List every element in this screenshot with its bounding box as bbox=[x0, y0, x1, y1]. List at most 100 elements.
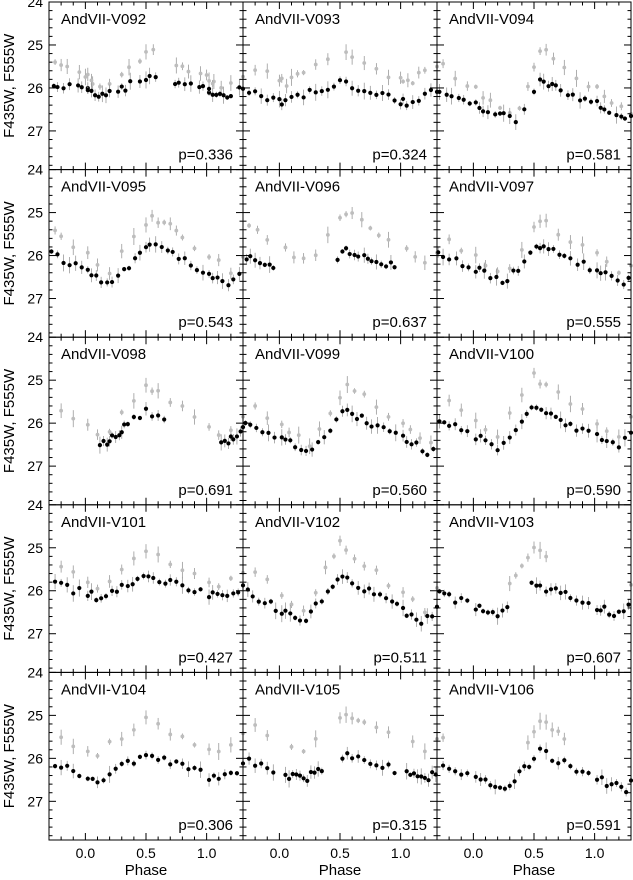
f435w-point bbox=[216, 749, 221, 754]
period-label: p=0.306 bbox=[178, 817, 233, 834]
f435w-point bbox=[338, 538, 342, 543]
star-name: AndVII-V106 bbox=[449, 681, 534, 698]
y-tick-label: 25 bbox=[27, 540, 43, 556]
f555w-point bbox=[371, 592, 377, 597]
panel: AndVII-V094 p=0.581 bbox=[436, 1, 633, 171]
f555w-point bbox=[168, 577, 173, 583]
f555w-point bbox=[453, 600, 458, 605]
f555w-point bbox=[527, 764, 532, 770]
f435w-point bbox=[85, 580, 90, 585]
f555w-point bbox=[495, 614, 500, 619]
f435w-point bbox=[344, 712, 348, 717]
f555w-point bbox=[222, 772, 227, 777]
f555w-point bbox=[293, 445, 298, 450]
f555w-point bbox=[488, 276, 493, 281]
f435w-point bbox=[410, 739, 415, 744]
f555w-point bbox=[271, 95, 276, 100]
star-name: AndVII-V098 bbox=[61, 346, 146, 363]
f555w-point bbox=[565, 93, 571, 98]
period-label: p=0.591 bbox=[566, 817, 621, 834]
f555w-point bbox=[602, 604, 607, 609]
f435w-point bbox=[279, 422, 284, 427]
f555w-point bbox=[262, 262, 267, 267]
f555w-point bbox=[174, 759, 179, 764]
y-tick-label: 24 bbox=[27, 497, 43, 513]
f555w-point bbox=[430, 614, 435, 619]
f435w-point bbox=[323, 565, 328, 570]
f435w-point bbox=[532, 545, 536, 550]
f435w-point bbox=[228, 81, 233, 85]
f555w-point bbox=[537, 746, 543, 751]
panel: AndVII-V104 p=0.306 24 25 26 27 0.0 0.5 1.0 Phase… bbox=[1, 664, 246, 879]
f555w-point bbox=[137, 250, 143, 255]
f555w-point bbox=[369, 424, 374, 429]
f435w-point bbox=[192, 571, 197, 576]
period-label: p=0.543 bbox=[178, 314, 233, 331]
f555w-point bbox=[594, 268, 600, 273]
f555w-point bbox=[621, 609, 626, 614]
f555w-point bbox=[444, 92, 449, 97]
f555w-point bbox=[352, 252, 357, 258]
f555w-point bbox=[221, 93, 226, 98]
f555w-point bbox=[465, 771, 470, 776]
f555w-point bbox=[558, 88, 563, 93]
f555w-point bbox=[294, 772, 299, 777]
f435w-point bbox=[441, 61, 445, 66]
f435w-point bbox=[180, 568, 185, 573]
f555w-point bbox=[459, 772, 464, 777]
f435w-point bbox=[513, 573, 518, 578]
f435w-point bbox=[544, 47, 549, 52]
f555w-point bbox=[295, 92, 300, 97]
f555w-point bbox=[122, 422, 127, 427]
period-label: p=0.581 bbox=[566, 147, 621, 164]
f435w-point bbox=[228, 742, 233, 747]
f555w-point bbox=[303, 448, 309, 454]
f435w-point bbox=[453, 76, 458, 81]
f555w-point bbox=[192, 589, 197, 595]
f555w-point bbox=[440, 763, 446, 768]
f435w-point bbox=[89, 78, 94, 83]
f435w-point bbox=[350, 716, 355, 721]
f555w-point bbox=[507, 783, 512, 788]
f555w-point bbox=[400, 433, 406, 438]
f555w-point bbox=[430, 770, 435, 775]
f555w-point bbox=[356, 585, 361, 591]
f435w-point bbox=[350, 55, 355, 60]
f555w-point bbox=[375, 423, 380, 428]
x-tick-label: 0.5 bbox=[330, 845, 350, 861]
f555w-point bbox=[388, 260, 394, 265]
f435w-point bbox=[447, 237, 452, 242]
f435w-point bbox=[517, 106, 522, 111]
f555w-point bbox=[206, 90, 212, 95]
f555w-point bbox=[301, 776, 306, 781]
f555w-point bbox=[96, 94, 101, 99]
f555w-point bbox=[599, 437, 605, 443]
f435w-point bbox=[376, 233, 381, 238]
f555w-point bbox=[67, 263, 72, 268]
f555w-point bbox=[350, 756, 355, 761]
f435w-point bbox=[313, 736, 318, 741]
f435w-point bbox=[156, 388, 161, 393]
f435w-point bbox=[386, 583, 391, 588]
f555w-point bbox=[534, 583, 539, 588]
f555w-point bbox=[231, 591, 236, 596]
f435w-point bbox=[488, 98, 493, 103]
f555w-point bbox=[253, 258, 258, 263]
f555w-point bbox=[345, 407, 350, 412]
f555w-point bbox=[437, 589, 442, 594]
f555w-point bbox=[473, 100, 478, 105]
f555w-point bbox=[437, 419, 442, 424]
f555w-point bbox=[419, 774, 424, 779]
f555w-point bbox=[170, 249, 175, 255]
f555w-point bbox=[390, 599, 395, 604]
f555w-point bbox=[467, 101, 472, 106]
f555w-point bbox=[228, 770, 233, 775]
f555w-point bbox=[477, 105, 482, 111]
f435w-point bbox=[85, 72, 90, 77]
f555w-point bbox=[410, 99, 415, 105]
star-name: AndVII-V105 bbox=[255, 681, 340, 698]
f555w-point bbox=[428, 87, 434, 93]
f555w-point bbox=[168, 762, 173, 767]
y-tick-label: 26 bbox=[27, 750, 43, 766]
